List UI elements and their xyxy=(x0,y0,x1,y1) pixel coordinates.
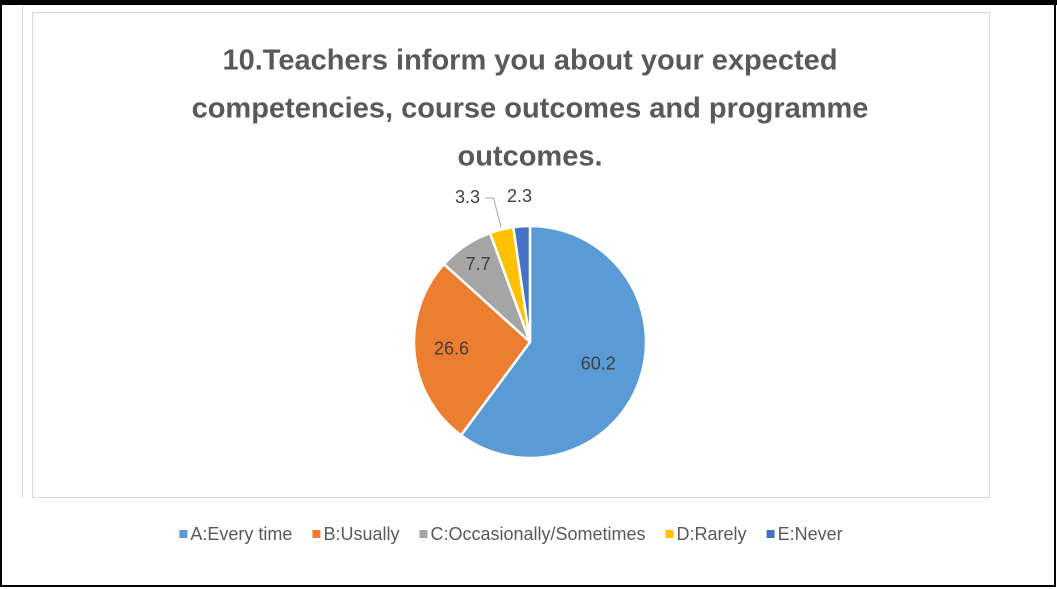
chart-title: outcomes. xyxy=(457,141,602,173)
frame-top xyxy=(0,0,1057,5)
pie-slice xyxy=(511,224,532,343)
legend-marker xyxy=(419,530,428,538)
data-label: 60.2 xyxy=(581,353,616,373)
chart-title: competencies, course outcomes and progra… xyxy=(192,93,869,125)
data-label: 2.3 xyxy=(507,186,532,206)
legend-marker xyxy=(766,530,775,538)
legend-label: B:Usually xyxy=(323,524,399,544)
legend-marker xyxy=(179,530,188,538)
legend-label: A:Every time xyxy=(190,524,292,544)
legend-label: C:Occasionally/Sometimes xyxy=(430,524,645,544)
data-label: 26.6 xyxy=(434,339,469,359)
pie-slice xyxy=(459,224,648,460)
legend-marker xyxy=(312,530,321,538)
chart-title: 10.Teachers inform you about your expect… xyxy=(222,45,837,77)
leader-line xyxy=(485,197,502,228)
legend-label: E:Never xyxy=(778,524,843,544)
pie-slice xyxy=(412,262,532,437)
data-label: 7.7 xyxy=(466,254,491,274)
legend-label: D:Rarely xyxy=(677,524,747,544)
data-label: 3.3 xyxy=(455,187,480,207)
legend-marker xyxy=(665,530,674,538)
